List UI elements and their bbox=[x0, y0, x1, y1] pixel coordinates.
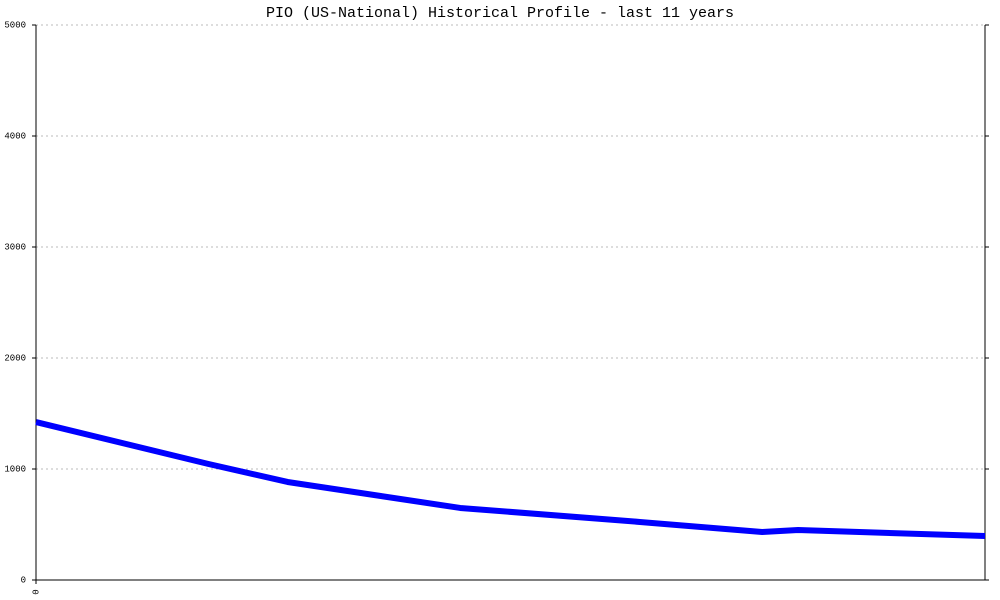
data-line bbox=[35, 419, 986, 540]
y-tick-label: 5000 bbox=[4, 20, 26, 30]
y-tick-label: 3000 bbox=[4, 242, 26, 252]
y-tick-label: 0 bbox=[21, 575, 26, 585]
chart-title: PIO (US-National) Historical Profile - l… bbox=[266, 5, 734, 22]
y-tick-label: 2000 bbox=[4, 353, 26, 363]
x-tick-label: 0 bbox=[31, 589, 41, 594]
y-tick-label: 4000 bbox=[4, 131, 26, 141]
y-tick-label: 1000 bbox=[4, 464, 26, 474]
